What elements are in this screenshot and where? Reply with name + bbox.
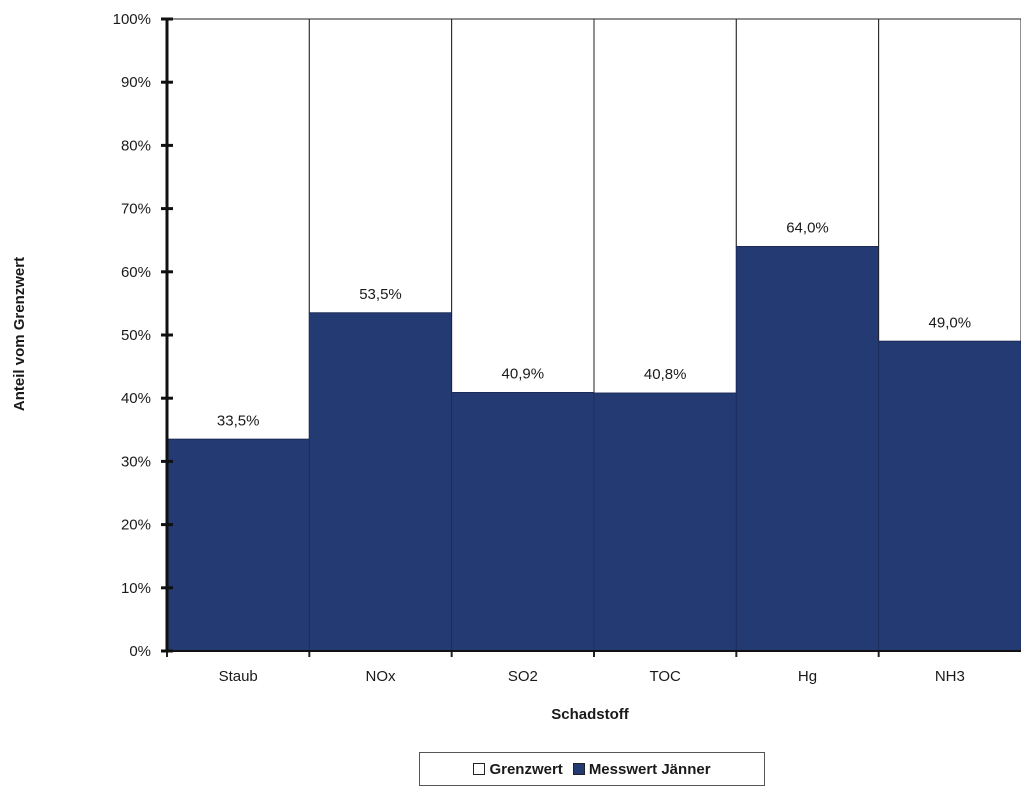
bar-messwert-staub	[166, 438, 310, 652]
y-tick-label: 40%	[121, 390, 151, 407]
data-label-staub: 33,5%	[217, 412, 260, 429]
bar-grenzwert-hg	[735, 18, 880, 248]
legend-swatch-messwert	[572, 763, 585, 775]
legend-label-grenzwert: Grenzwert	[489, 760, 563, 778]
data-label-nox: 53,5%	[359, 286, 402, 303]
category-label-hg: Hg	[798, 668, 817, 685]
bar-grenzwert-staub	[166, 18, 310, 440]
bar-messwert-nox	[308, 312, 453, 652]
category-label-so2: SO2	[508, 668, 538, 685]
category-label-toc: TOC	[649, 668, 681, 685]
bars-group	[166, 18, 1021, 652]
bar-messwert-hg	[735, 246, 880, 652]
y-tick-label: 80%	[121, 137, 151, 154]
data-label-so2: 40,9%	[502, 366, 545, 383]
y-tick-label: 60%	[121, 264, 151, 281]
category-label-staub: Staub	[219, 668, 258, 685]
y-axis-title: Anteil vom Grenzwert	[11, 257, 28, 411]
labels-group: 33,5% Staub 53,5% NOx 40,9% SO2 40,8% TOC 64,0% H…	[113, 11, 971, 685]
y-tick-label: 20%	[121, 517, 151, 534]
legend-label-messwert: Messwert Jänner	[588, 760, 711, 778]
y-tick-label: 10%	[121, 580, 151, 597]
bar-messwert-nh3	[878, 340, 1021, 652]
data-label-nh3: 49,0%	[929, 314, 972, 331]
bar-messwert-toc	[593, 392, 737, 652]
legend-item-messwert: Messwert Jänner	[572, 760, 711, 778]
category-label-nox: NOx	[366, 668, 397, 685]
y-tick-label: 0%	[129, 643, 151, 660]
chart: 33,5% Staub 53,5% NOx 40,9% SO2 40,8% TOC 64,0% H…	[11, 11, 1021, 723]
y-tick-label: 90%	[121, 74, 151, 91]
legend-item-grenzwert: Grenzwert	[473, 760, 563, 778]
bar-grenzwert-so2	[451, 18, 595, 394]
bar-grenzwert-toc	[593, 18, 737, 394]
legend-swatch-grenzwert	[473, 763, 486, 775]
y-tick-label: 30%	[121, 453, 151, 470]
axes-group	[161, 17, 1021, 657]
category-label-nh3: NH3	[935, 668, 965, 685]
bar-messwert-so2	[451, 392, 595, 652]
bar-grenzwert-nh3	[878, 18, 1021, 342]
data-label-hg: 64,0%	[786, 220, 829, 237]
legend: Grenzwert Messwert Jänner	[419, 752, 765, 786]
data-label-toc: 40,8%	[644, 366, 687, 383]
y-tick-label: 50%	[121, 327, 151, 344]
y-tick-label: 70%	[121, 201, 151, 218]
y-tick-label: 100%	[113, 11, 151, 28]
bar-grenzwert-nox	[308, 18, 453, 314]
x-axis-title: Schadstoff	[551, 706, 630, 723]
